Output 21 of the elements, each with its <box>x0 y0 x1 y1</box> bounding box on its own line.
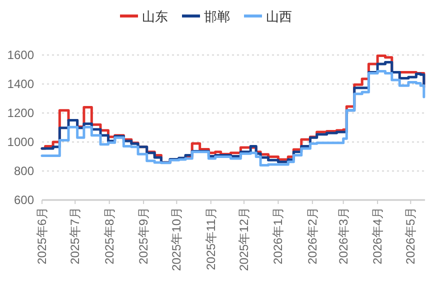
x-tick-label: 2025年10月 <box>170 207 184 272</box>
x-tick-label: 2026年3月 <box>336 207 350 264</box>
x-tick-label: 2026年4月 <box>370 207 385 264</box>
x-tick-label: 2026年1月 <box>271 207 286 264</box>
y-tick-label: 1400 <box>7 77 34 91</box>
x-tick-label: 2026年5月 <box>404 207 418 264</box>
x-tick-label: 2025年6月 <box>35 207 49 264</box>
legend-label: 邯郸 <box>204 9 230 24</box>
legend-label: 山东 <box>142 9 168 24</box>
y-tick-label: 800 <box>14 164 34 178</box>
y-tick-label: 1200 <box>7 106 34 120</box>
x-tick-label: 2025年12月 <box>236 207 251 272</box>
x-tick-label: 2025年11月 <box>204 207 218 270</box>
y-tick-label: 1600 <box>7 48 34 62</box>
y-tick-label: 600 <box>14 193 34 207</box>
x-tick-label: 2026年2月 <box>305 207 320 264</box>
x-tick-label: 2025年9月 <box>136 207 151 264</box>
legend-label: 山西 <box>266 9 292 24</box>
y-tick-label: 1000 <box>7 135 34 149</box>
x-tick-label: 2025年7月 <box>68 207 82 264</box>
x-tick-label: 2025年8月 <box>102 207 116 264</box>
